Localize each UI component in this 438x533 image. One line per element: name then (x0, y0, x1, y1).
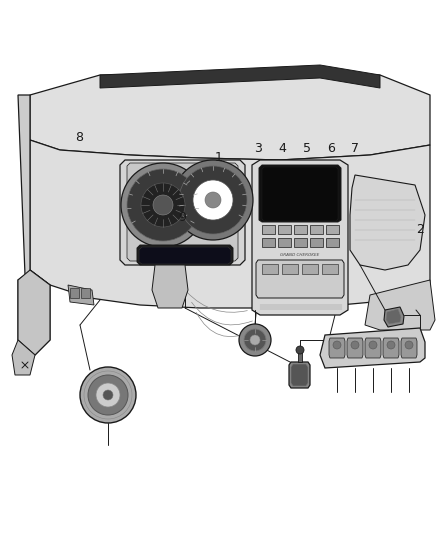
Polygon shape (384, 307, 404, 327)
Bar (310, 238, 323, 247)
Polygon shape (291, 364, 308, 386)
Circle shape (244, 329, 266, 351)
Text: 4: 4 (279, 142, 286, 155)
Bar (294, 225, 307, 234)
Text: 8: 8 (75, 131, 83, 144)
Text: GRAND CHEROKEE: GRAND CHEROKEE (280, 253, 320, 257)
Polygon shape (152, 265, 188, 308)
Circle shape (387, 341, 395, 349)
Polygon shape (383, 338, 399, 358)
Polygon shape (30, 140, 430, 308)
Text: 7: 7 (351, 142, 359, 155)
Polygon shape (350, 175, 425, 270)
Polygon shape (256, 260, 344, 298)
Bar (262, 238, 275, 247)
Circle shape (141, 183, 185, 227)
Circle shape (351, 341, 359, 349)
Bar (298, 352, 302, 362)
Polygon shape (100, 65, 380, 88)
Polygon shape (120, 160, 245, 265)
Polygon shape (320, 328, 425, 368)
Bar (294, 238, 307, 247)
Circle shape (80, 367, 136, 423)
Polygon shape (365, 338, 381, 358)
Bar (81, 288, 90, 298)
Polygon shape (18, 270, 50, 355)
Polygon shape (365, 280, 435, 330)
Circle shape (296, 346, 304, 354)
Circle shape (205, 192, 221, 208)
Polygon shape (12, 340, 35, 375)
Polygon shape (127, 163, 238, 261)
Bar (326, 225, 339, 234)
Polygon shape (289, 362, 310, 388)
Circle shape (250, 335, 260, 345)
Circle shape (193, 180, 233, 220)
Polygon shape (347, 338, 363, 358)
Bar (262, 225, 275, 234)
Text: 5: 5 (303, 142, 311, 155)
Polygon shape (30, 75, 430, 160)
Polygon shape (18, 95, 50, 355)
Polygon shape (137, 245, 233, 265)
Circle shape (103, 390, 113, 400)
Bar (278, 238, 291, 247)
Polygon shape (252, 160, 348, 315)
Polygon shape (329, 338, 345, 358)
Circle shape (153, 195, 173, 215)
Circle shape (96, 383, 120, 407)
Bar (326, 238, 339, 247)
Bar (278, 225, 291, 234)
Bar (302, 264, 318, 274)
Bar (70, 288, 79, 298)
Text: 6: 6 (327, 142, 335, 155)
Text: 2: 2 (417, 223, 424, 236)
Bar (322, 264, 338, 274)
Polygon shape (259, 165, 341, 222)
Polygon shape (386, 309, 401, 324)
Text: 3: 3 (254, 142, 262, 155)
Polygon shape (401, 338, 417, 358)
Bar (310, 225, 323, 234)
Circle shape (173, 160, 253, 240)
Polygon shape (262, 167, 338, 221)
Bar (262, 264, 278, 274)
Polygon shape (139, 247, 231, 264)
Circle shape (369, 341, 377, 349)
Bar (282, 264, 298, 274)
Circle shape (405, 341, 413, 349)
Circle shape (121, 163, 205, 247)
Text: 1: 1 (215, 151, 223, 164)
Polygon shape (68, 285, 94, 305)
Circle shape (127, 169, 199, 241)
Text: 9: 9 (178, 211, 186, 224)
Circle shape (88, 375, 128, 415)
Circle shape (333, 341, 341, 349)
Circle shape (239, 324, 271, 356)
Circle shape (179, 166, 247, 234)
